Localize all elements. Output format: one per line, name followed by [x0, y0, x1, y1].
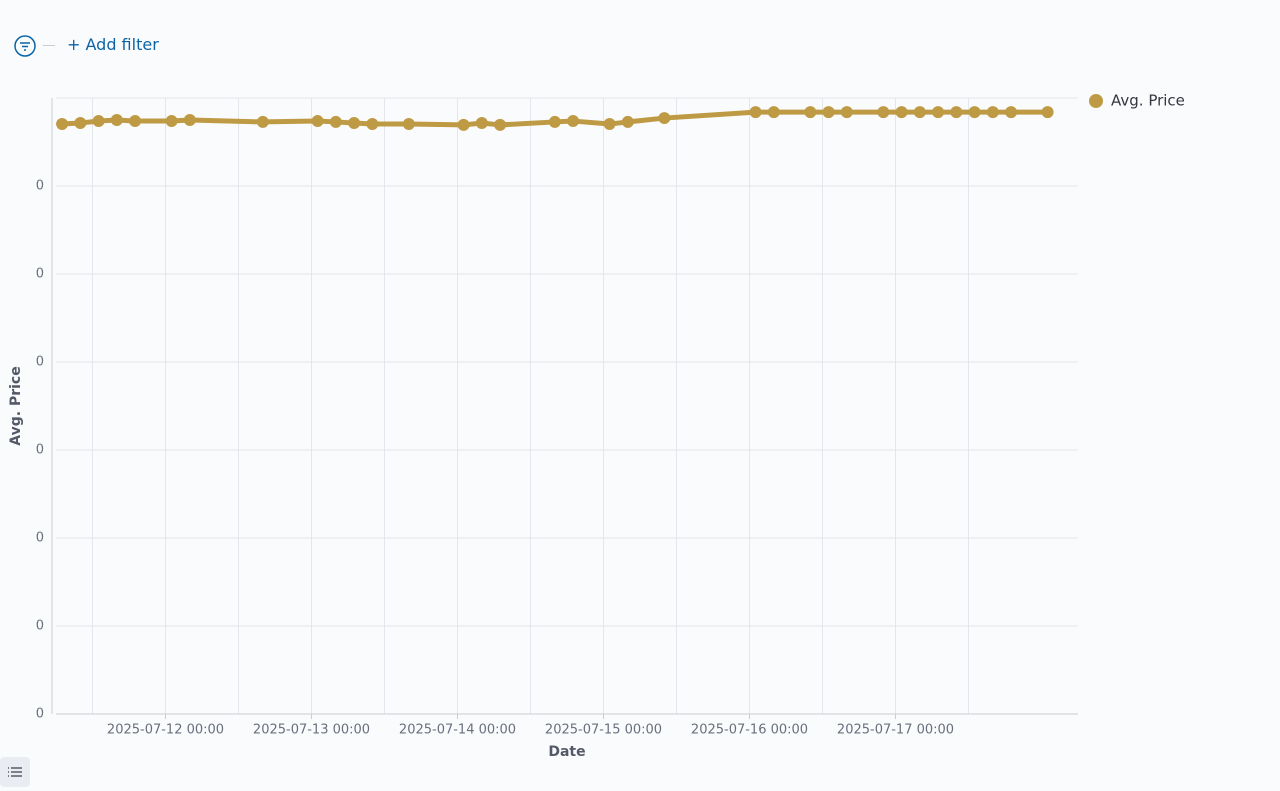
x-axis-title: Date — [548, 744, 585, 760]
data-point — [895, 106, 908, 119]
y-tick-label: 0 — [36, 355, 44, 370]
data-point — [348, 116, 361, 129]
data-point — [1041, 106, 1054, 119]
y-tick-label: 0 — [36, 531, 44, 546]
data-point — [950, 106, 963, 119]
data-point — [986, 106, 999, 119]
filter-icon[interactable] — [13, 34, 37, 58]
data-point — [402, 118, 415, 131]
data-point — [567, 115, 580, 128]
x-tick-label: 2025-07-12 00:00 — [107, 723, 224, 738]
add-filter-button[interactable]: + Add filter — [67, 35, 159, 54]
data-point — [457, 118, 470, 131]
data-point — [968, 106, 981, 119]
data-point — [475, 116, 488, 129]
y-tick-label: 0 — [36, 443, 44, 458]
data-point — [311, 115, 324, 128]
x-tick-label: 2025-07-15 00:00 — [545, 723, 662, 738]
data-point — [183, 114, 196, 126]
data-point — [56, 118, 69, 131]
data-point — [932, 106, 945, 119]
data-point — [749, 106, 762, 119]
data-point — [74, 116, 87, 129]
data-point — [92, 115, 105, 128]
legend-toggle[interactable] — [0, 757, 30, 787]
data-point — [548, 115, 561, 128]
data-point — [603, 118, 616, 131]
legend-label[interactable]: Avg. Price — [1111, 92, 1185, 110]
divider — [43, 45, 55, 46]
y-tick-label: 0 — [36, 619, 44, 634]
y-tick-label: 0 — [36, 267, 44, 282]
data-point — [767, 106, 780, 119]
data-point — [1005, 106, 1018, 119]
x-tick-label: 2025-07-17 00:00 — [837, 723, 954, 738]
data-point — [840, 106, 853, 119]
data-point — [658, 112, 671, 125]
data-point — [110, 114, 123, 126]
y-tick-label: 0 — [36, 707, 44, 722]
y-axis-title: Avg. Price — [8, 366, 24, 445]
data-point — [494, 118, 507, 131]
x-tick-label: 2025-07-14 00:00 — [399, 723, 516, 738]
x-tick-label: 2025-07-16 00:00 — [691, 723, 808, 738]
x-tick-label: 2025-07-13 00:00 — [253, 723, 370, 738]
data-point — [913, 106, 926, 119]
data-point — [165, 115, 178, 128]
data-point — [621, 115, 634, 128]
data-point — [129, 115, 142, 128]
data-point — [822, 106, 835, 119]
data-point — [366, 118, 379, 131]
data-point — [256, 115, 269, 128]
data-point — [877, 106, 890, 119]
data-point — [804, 106, 817, 119]
data-point — [329, 115, 342, 128]
legend-swatch — [1089, 94, 1103, 108]
y-tick-label: 0 — [36, 179, 44, 194]
list-icon — [8, 767, 22, 777]
